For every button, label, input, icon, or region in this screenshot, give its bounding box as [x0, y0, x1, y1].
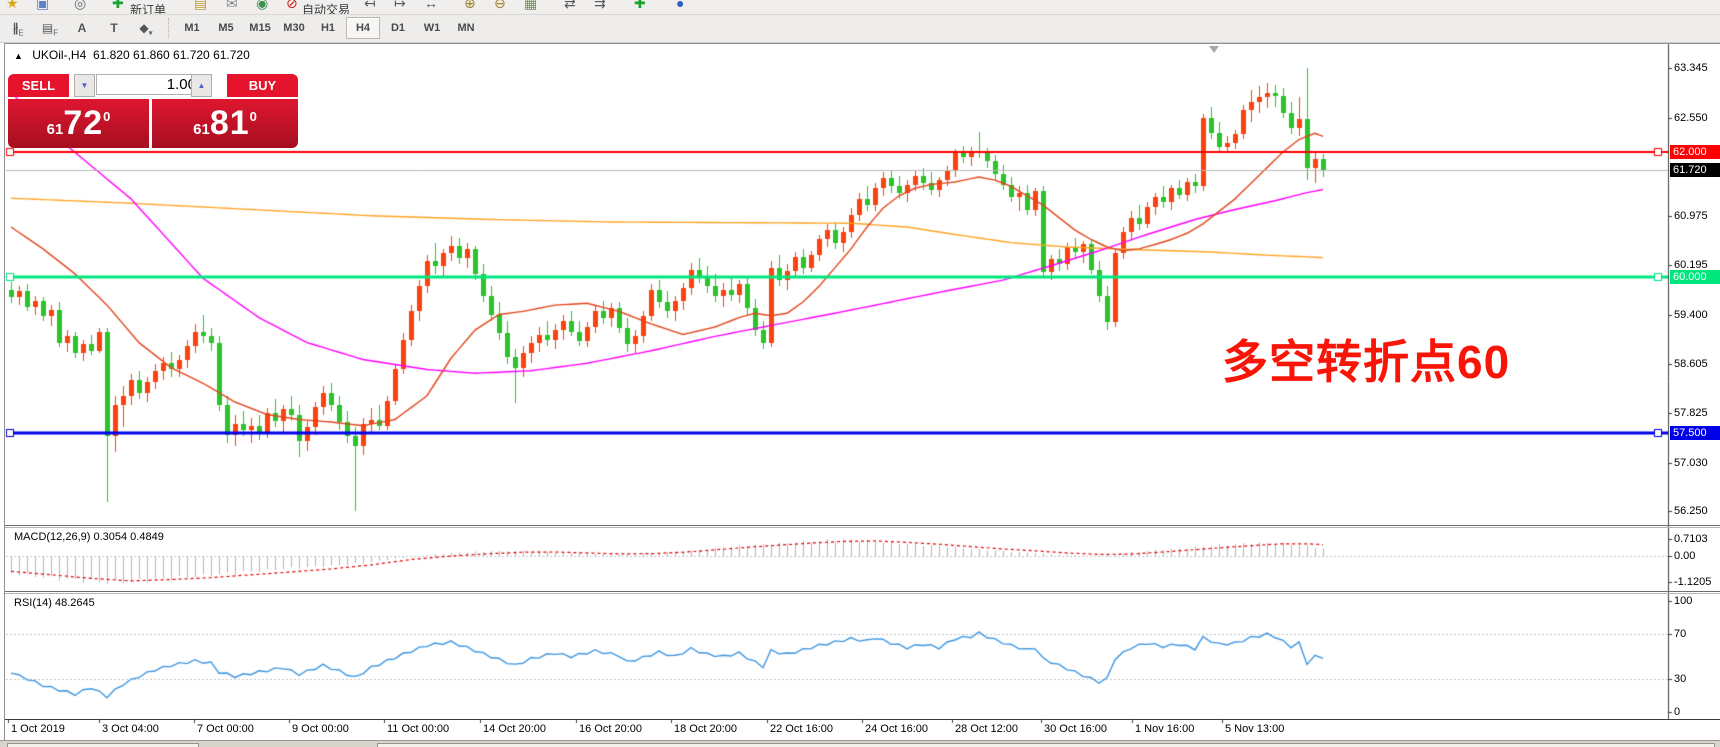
sell-price-small: 61	[46, 121, 64, 138]
date-label: 9 Oct 00:00	[292, 723, 349, 735]
date-label: 30 Oct 16:00	[1044, 723, 1107, 735]
rsi-scale-label: 30	[1674, 673, 1687, 685]
date-label: 11 Oct 00:00	[387, 723, 450, 735]
date-label: 1 Nov 16:00	[1135, 723, 1195, 735]
buy-price-small: 61	[193, 121, 210, 138]
volume-decrease-button[interactable]: ▼	[74, 74, 95, 97]
macd-scale-label: 0.7103	[1674, 533, 1708, 545]
date-label: 3 Oct 04:00	[102, 723, 159, 735]
price-tick-label: 62.550	[1674, 112, 1708, 124]
chart-ohlc: 61.820 61.860 61.720 61.720	[92, 48, 250, 62]
price-tick-label: 60.195	[1674, 259, 1708, 271]
buy-button[interactable]: BUY	[227, 74, 298, 97]
date-label: 7 Oct 00:00	[197, 723, 254, 735]
time-axis-border	[5, 719, 1720, 720]
sell-button[interactable]: SELL	[8, 74, 69, 97]
macd-scale-label: 0.00	[1674, 550, 1696, 562]
date-label: 28 Oct 12:00	[955, 723, 1018, 735]
price-tick-label: 60.975	[1674, 210, 1708, 222]
price-tick-label: 57.030	[1674, 457, 1708, 469]
rsi-label: RSI(14) 48.2645	[14, 597, 95, 609]
date-label: 1 Oct 2019	[11, 723, 65, 735]
buy-price-display[interactable]: 61 81 0	[152, 99, 298, 148]
macd-panel-divider-inner	[5, 527, 1720, 528]
date-label: 22 Oct 16:00	[770, 723, 833, 735]
window-border-top	[4, 43, 1720, 44]
date-label: 24 Oct 16:00	[865, 723, 928, 735]
terminal-strip	[0, 740, 1720, 747]
chart-symbol: UKOil-,H4	[32, 48, 87, 62]
date-label: 14 Oct 20:00	[483, 723, 546, 735]
rsi-panel-divider[interactable]	[5, 591, 1720, 592]
macd-label: MACD(12,26,9) 0.3054 0.4849	[14, 531, 164, 543]
sell-price-display[interactable]: 61 72 0	[8, 99, 149, 148]
chart-header: ▲ UKOil-,H4 61.820 61.860 61.720 61.720	[14, 48, 250, 62]
price-tick-label: 63.345	[1674, 62, 1708, 74]
date-label: 16 Oct 20:00	[579, 723, 642, 735]
price-tick-label: 57.825	[1674, 407, 1708, 419]
volume-input[interactable]	[96, 74, 203, 95]
price-badge-62.000: 62.000	[1670, 145, 1720, 159]
collapse-arrow-icon[interactable]: ▲	[14, 51, 23, 61]
terminal-tab-0[interactable]	[7, 743, 199, 747]
buy-price-big: 81	[209, 104, 250, 142]
chart-annotation-text[interactable]: 多空转折点60	[1222, 336, 1511, 388]
date-label: 18 Oct 20:00	[674, 723, 737, 735]
terminal-tab-1[interactable]	[377, 743, 1715, 747]
sell-price-big: 72	[63, 104, 104, 142]
window-border-left	[4, 43, 5, 747]
rsi-panel-divider-inner	[5, 593, 1720, 594]
price-badge-57.500: 57.500	[1670, 426, 1720, 440]
date-label: 5 Nov 13:00	[1225, 723, 1285, 735]
rsi-scale-label: 70	[1674, 628, 1687, 640]
macd-panel-divider[interactable]	[5, 525, 1720, 526]
rsi-scale-label: 100	[1674, 595, 1693, 607]
price-tick-label: 58.605	[1674, 358, 1708, 370]
sell-price-sup: 0	[103, 109, 111, 124]
macd-scale-label: -1.1205	[1674, 576, 1712, 588]
price-tick-label: 56.250	[1674, 505, 1708, 517]
volume-increase-button[interactable]: ▲	[191, 74, 212, 97]
rsi-scale-label: 0	[1674, 706, 1681, 718]
price-badge-60.000: 60.000	[1670, 270, 1720, 284]
price-badge-61.720: 61.720	[1670, 163, 1720, 177]
chart-shift-marker[interactable]	[1209, 46, 1219, 53]
price-tick-label: 59.400	[1674, 309, 1708, 321]
buy-price-sup: 0	[249, 109, 257, 124]
